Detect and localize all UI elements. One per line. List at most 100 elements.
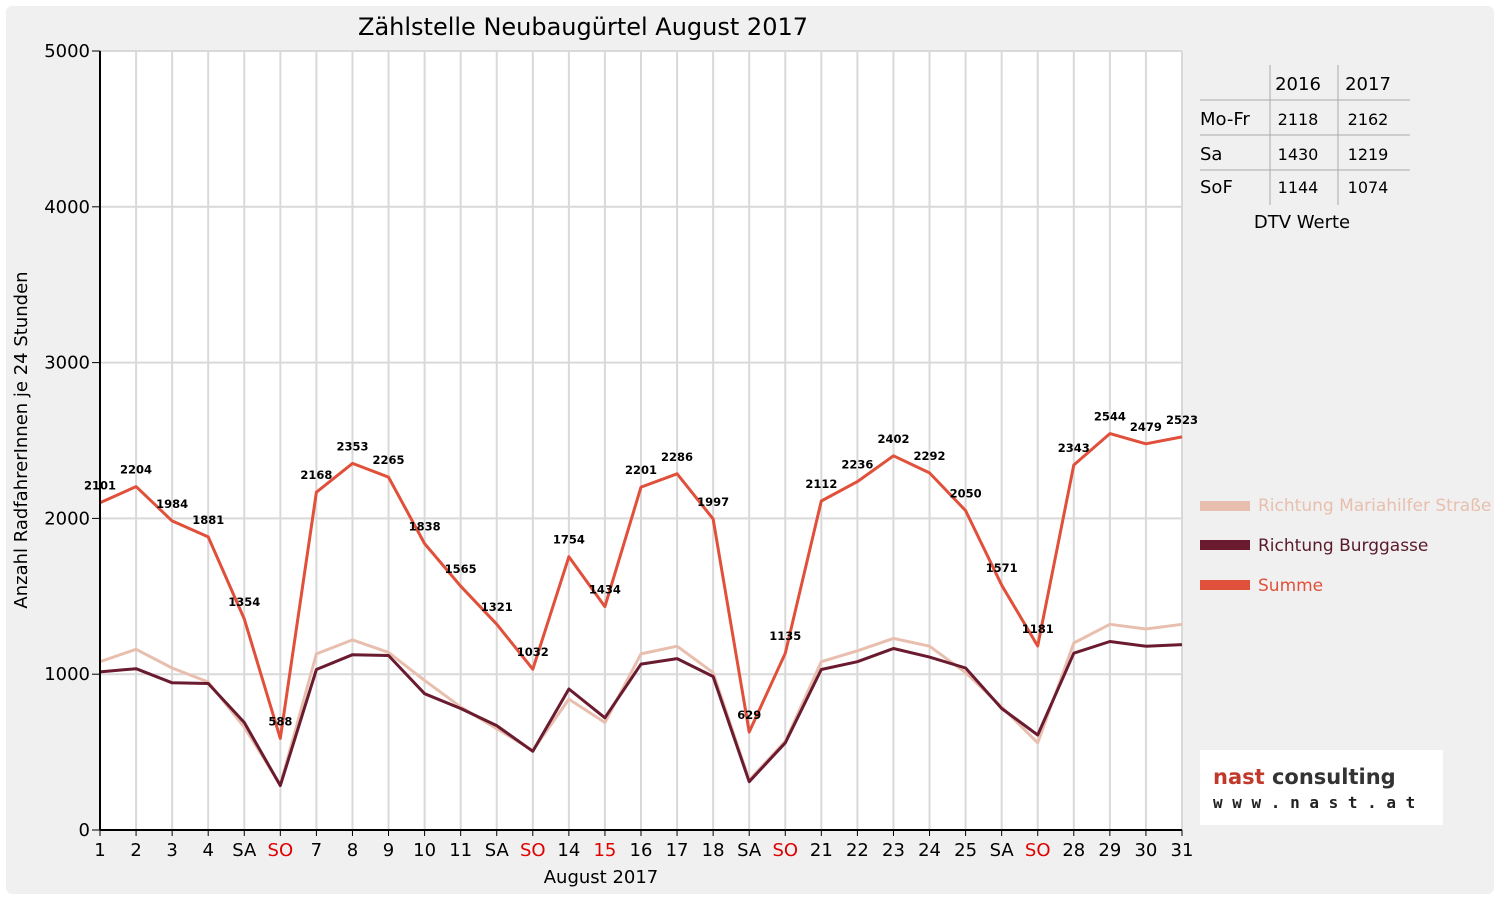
x-tick-labels: 1 2 3 4 SA SO 7 8 9 10 11 SA SO 14 15 16 17 18 SA SO 21 22 23 2… [94,840,1193,861]
logo-name-nast: nast [1213,765,1265,789]
logo-box [1200,750,1443,825]
data-label: 1571 [986,561,1018,575]
axes [92,50,1183,836]
x-tick-label: SO [268,840,294,861]
dtv-row-label: Sa [1200,144,1222,165]
x-tick-label: 1 [94,840,105,861]
x-tick-label: SO [520,840,546,861]
dtv-cell: 2162 [1348,110,1389,129]
dtv-row-label: Mo-Fr [1200,109,1250,130]
x-tick-label: 14 [557,840,580,861]
dtv-col-2017: 2017 [1345,74,1391,95]
data-label: 2343 [1058,441,1090,455]
x-tick-label: SA [990,840,1015,861]
data-label: 2236 [841,458,873,472]
x-tick-label: 11 [449,840,472,861]
data-label: 1434 [589,583,621,597]
x-tick-label: 31 [1171,840,1194,861]
dtv-cell: 1430 [1278,145,1319,164]
data-label: 2112 [805,477,837,491]
data-label: 2523 [1166,413,1198,427]
legend-label-burggasse: Richtung Burggasse [1258,536,1428,556]
x-tick-label: 8 [347,840,358,861]
data-label: 588 [268,714,292,728]
x-tick-label: 25 [954,840,977,861]
data-label: 1881 [192,513,224,527]
x-tick-label: 2 [130,840,141,861]
data-label: 629 [737,708,761,722]
x-tick-label: 16 [630,840,653,861]
x-tick-label: SA [737,840,762,861]
dtv-col-2016: 2016 [1275,74,1321,95]
dtv-table: 2016 2017 Mo-Fr 2118 2162 Sa 1430 1219 S… [1200,65,1410,233]
x-tick-label: 23 [882,840,905,861]
data-label: 1354 [228,595,260,609]
legend-swatch-mariahilfer [1200,501,1250,511]
x-tick-label: 24 [918,840,941,861]
chart-title: Zählstelle Neubaugürtel August 2017 [358,13,808,41]
legend-label-mariahilfer: Richtung Mariahilfer Straße [1258,496,1491,516]
data-label: 2050 [950,487,982,501]
data-label: 1754 [553,533,585,547]
dtv-cell: 1074 [1348,178,1389,197]
legend-swatch-burggasse [1200,540,1250,550]
data-label: 2201 [625,463,657,477]
data-label: 2286 [661,450,693,464]
dtv-cell: 1219 [1348,145,1389,164]
series-line-2 [99,432,1183,740]
data-label: 1984 [156,497,188,511]
x-tick-label: 15 [593,840,616,861]
y-axis-title: Anzahl RadfahrerInnen je 24 Stunden [11,271,32,608]
x-tick-label: 17 [666,840,689,861]
dtv-cell: 1144 [1278,178,1319,197]
data-labels: 2101 2204 1984 1881 1354 588 2168 2353 2265 1838 1… [84,410,1198,729]
x-tick-label: SA [485,840,510,861]
logo: nast consulting w w w . n a s t . a t [1200,750,1443,825]
y-tick-labels: 0 1000 2000 3000 4000 5000 [44,41,90,841]
y-tick-label: 5000 [44,41,90,62]
data-label: 1565 [445,562,477,576]
x-tick-label: 10 [413,840,436,861]
x-tick-label: SO [772,840,798,861]
data-label: 2479 [1130,420,1162,434]
series-lines [99,432,1183,788]
x-tick-label: 29 [1098,840,1121,861]
data-label: 1135 [769,629,801,643]
x-axis-title: August 2017 [544,867,659,888]
x-tick-label: 7 [311,840,322,861]
legend-label-summe: Summe [1258,576,1323,596]
data-label: 2204 [120,463,152,477]
y-tick-label: 1000 [44,664,90,685]
x-tick-label: 21 [810,840,833,861]
data-label: 2292 [914,449,946,463]
data-label: 1181 [1022,622,1054,636]
grid [100,50,1183,830]
data-label: 1838 [409,520,441,534]
data-label: 2402 [877,432,909,446]
x-tick-label: SA [232,840,257,861]
x-tick-label: 4 [202,840,213,861]
series-line-1 [99,640,1183,788]
y-tick-label: 4000 [44,197,90,218]
y-tick-label: 3000 [44,353,90,374]
data-label: 2168 [300,468,332,482]
x-tick-label: 22 [846,840,869,861]
legend-swatch-summe [1200,580,1250,590]
x-tick-label: 28 [1062,840,1085,861]
data-label: 1032 [517,645,549,659]
x-tick-label: 9 [383,840,394,861]
logo-name-consulting: consulting [1265,765,1396,789]
dtv-cell: 2118 [1278,110,1319,129]
y-tick-label: 2000 [44,508,90,529]
x-tick-label: 18 [702,840,725,861]
data-label: 1997 [697,495,729,509]
data-label: 1321 [481,600,513,614]
x-tick-label: SO [1025,840,1051,861]
data-label: 2544 [1094,410,1126,424]
x-tick-label: 3 [166,840,177,861]
dtv-caption: DTV Werte [1254,212,1350,233]
logo-url: w w w . n a s t . a t [1213,793,1415,812]
data-label: 2353 [336,439,368,453]
data-label: 2265 [373,453,405,467]
